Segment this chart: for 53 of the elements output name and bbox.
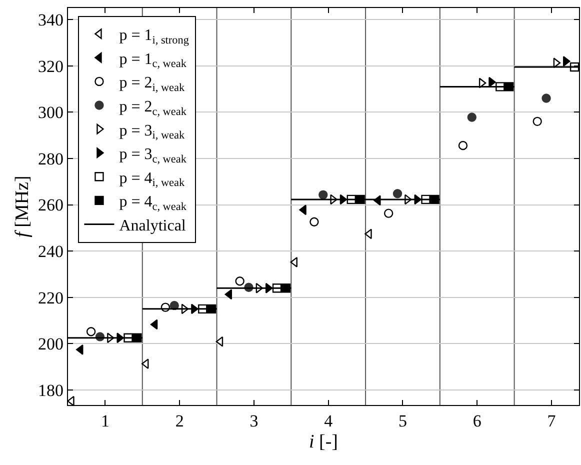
point [256,282,264,294]
y-tick-label: 280 [38,149,64,168]
point [150,319,158,330]
legend-label: p = 3$_{i, weak}$ [119,122,185,142]
point [392,189,402,198]
x-tick-label: 7 [547,412,556,430]
y-tick-label: 240 [38,242,64,262]
point [216,336,224,347]
legend-label: p = 2$_{c, weak}$ [119,98,187,118]
legend-label: p = 1$_{i, strong}$ [119,27,190,46]
point [467,112,476,122]
point [563,56,570,66]
point [235,276,244,286]
point [421,194,430,204]
y-tick-label: 300 [38,103,64,122]
legend-label: p = 1$_{c, weak}$ [119,50,187,70]
point [181,304,189,314]
point [458,140,468,150]
legend-label: Analytical [119,217,186,234]
point [384,208,394,218]
point [318,190,328,200]
point [198,304,208,314]
y-tick-label: 340 [38,10,64,30]
legend-label: p = 4$_{c, weak}$ [119,194,187,214]
legend-label: p = 2$_{i, weak}$ [119,74,185,94]
y-axis-title: f [MHz] [12,176,33,238]
legend-label: p = 3$_{c, weak}$ [119,146,187,166]
point [124,333,133,342]
point [553,58,561,68]
y-tick-label: 180 [38,380,64,400]
point [542,94,551,103]
y-tick-label: 260 [38,196,64,215]
x-axis-title: i [-] [308,431,338,452]
y-tick-label: 220 [38,288,64,308]
point [496,82,505,92]
x-tick-label: 4 [324,412,334,430]
x-tick-label: 3 [250,412,258,430]
x-tick-label: 5 [398,412,407,430]
point [86,327,96,336]
point [570,62,579,72]
point [224,289,232,300]
x-tick-label: 1 [100,412,110,430]
point [532,116,542,126]
y-tick-label: 320 [38,56,64,76]
point [272,284,282,293]
point [346,194,356,204]
point [310,217,319,226]
point [160,302,170,312]
y-tick-label: 200 [38,334,64,354]
x-tick-label: 2 [175,412,184,430]
x-tick-label: 6 [472,412,482,430]
legend-label: p = 4$_{i, weak}$ [119,170,185,190]
point [478,78,486,88]
